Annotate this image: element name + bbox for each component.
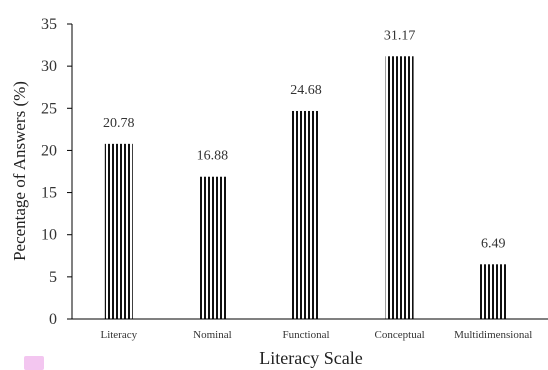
data-label: 16.88	[197, 149, 229, 164]
y-tick-label: 0	[49, 311, 57, 328]
y-tick-label: 25	[41, 100, 57, 117]
x-axis-title: Literacy Scale	[259, 348, 362, 368]
y-tick-label: 35	[41, 16, 57, 33]
data-labels: 20.78 16.88 24.68 31.17 6.49	[103, 28, 505, 251]
data-label: 24.68	[290, 83, 322, 98]
y-tick-label: 15	[41, 185, 57, 202]
bar-nominal	[198, 176, 227, 319]
corner-badge	[24, 356, 44, 370]
x-tick-label: Functional	[282, 329, 329, 341]
bar-multidimensional	[479, 264, 508, 319]
x-tick-label: Conceptual	[375, 329, 425, 341]
bar-conceptual	[385, 56, 414, 319]
y-tick-label: 20	[41, 142, 57, 159]
bar-literacy	[104, 143, 133, 319]
x-tick-label: Multidimensional	[454, 329, 532, 341]
data-label: 20.78	[103, 116, 135, 131]
y-tick-label: 10	[41, 227, 57, 244]
data-label: 31.17	[384, 28, 416, 43]
y-tick-label: 5	[49, 269, 57, 286]
bars	[104, 56, 508, 320]
bar-functional	[292, 110, 320, 320]
x-axis-tick-labels: Literacy Nominal Functional Conceptual Multi…	[100, 329, 532, 341]
y-axis-ticks: 0 5 10 15 20 25 30 35	[41, 16, 72, 328]
y-tick-label: 30	[41, 58, 57, 75]
data-label: 6.49	[481, 236, 506, 251]
y-axis-title: Pecentage of Answers (%)	[10, 81, 29, 261]
x-tick-label: Nominal	[193, 329, 232, 341]
x-tick-label: Literacy	[100, 329, 137, 341]
